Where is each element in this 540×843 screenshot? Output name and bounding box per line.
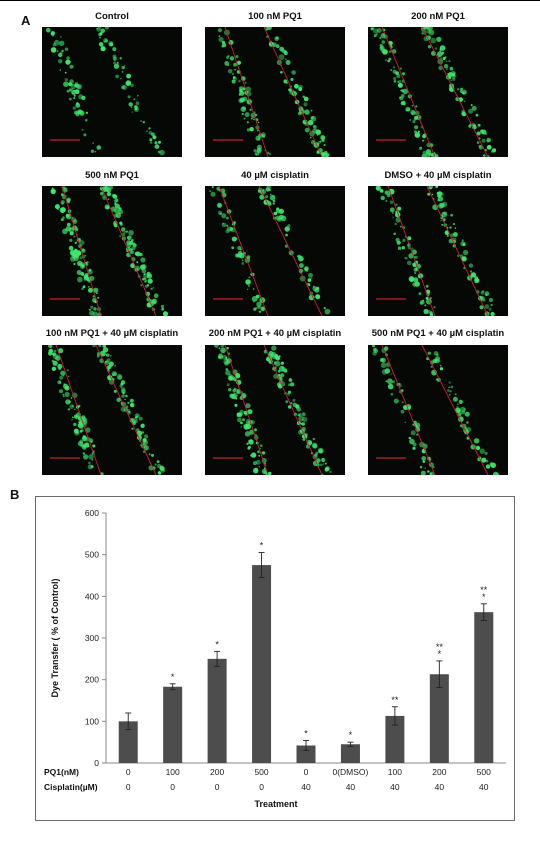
pq1-dose-label: 500 [477, 767, 491, 777]
micrograph-image [205, 186, 345, 316]
cisplatin-row-label: Cisplatin(µM) [44, 782, 98, 792]
pq1-row-label: PQ1(nM) [44, 767, 79, 777]
significance-marker: * [171, 672, 175, 682]
cisplatin-dose-label: 0 [126, 782, 131, 792]
dye-transfer-chart: 0 100 200 300 400 500 600 Dye Transfer ( % of C… [35, 496, 515, 821]
panel-a-letter: A [21, 13, 31, 28]
cisplatin-dose-label: 40 [479, 782, 489, 792]
bar [385, 715, 405, 763]
bar [207, 658, 227, 763]
significance-marker: ** [391, 695, 399, 705]
micrograph-title: 200 nM PQ1 + 40 µM cisplatin [208, 328, 342, 339]
y-tick-label: 300 [85, 633, 99, 643]
micrograph-image [368, 186, 508, 316]
micrograph-title: Control [95, 11, 129, 22]
micrograph-image [205, 27, 345, 157]
micrograph-image [368, 27, 508, 157]
significance-marker: * [349, 730, 353, 740]
significance-marker: * [260, 541, 264, 551]
pq1-dose-label: 500 [254, 767, 268, 777]
significance-marker: ** [480, 585, 488, 595]
bar [340, 744, 360, 763]
x-axis-label: Treatment [254, 799, 297, 809]
cisplatin-dose-label: 40 [346, 782, 356, 792]
y-tick-label: 600 [85, 508, 99, 518]
pq1-dose-label: 200 [432, 767, 446, 777]
top-rule [0, 0, 540, 1]
micrograph-image [42, 345, 182, 475]
y-tick-label: 0 [94, 758, 99, 768]
cisplatin-dose-label: 40 [435, 782, 445, 792]
significance-marker: ** [436, 642, 444, 652]
y-axis-label: Dye Transfer ( % of Control) [50, 578, 60, 697]
cisplatin-dose-label: 0 [259, 782, 264, 792]
micrograph-title: 100 nM PQ1 + 40 µM cisplatin [45, 328, 179, 339]
pq1-dose-label: 0 [126, 767, 131, 777]
cisplatin-dose-label: 40 [301, 782, 311, 792]
pq1-dose-label: 0 [304, 767, 309, 777]
micrograph-title: DMSO + 40 µM cisplatin [384, 170, 492, 181]
bar [252, 565, 272, 763]
cisplatin-dose-label: 40 [390, 782, 400, 792]
bar [118, 721, 138, 763]
panel-b-letter: B [10, 487, 20, 502]
significance-marker: * [482, 592, 486, 602]
pq1-dose-label: 0(DMSO) [332, 767, 368, 777]
significance-marker: * [215, 639, 219, 649]
cisplatin-dose-label: 0 [170, 782, 175, 792]
micrograph-image [205, 345, 345, 475]
micrograph-image [42, 186, 182, 316]
significance-marker: * [438, 649, 442, 659]
micrograph-title: 500 nM PQ1 + 40 µM cisplatin [371, 328, 505, 339]
bar [296, 745, 316, 763]
pq1-dose-label: 100 [166, 767, 180, 777]
micrograph-title: 500 nM PQ1 [85, 170, 139, 181]
pq1-dose-label: 100 [388, 767, 402, 777]
y-tick-label: 200 [85, 675, 99, 685]
y-tick-label: 500 [85, 550, 99, 560]
micrograph-title: 40 µM cisplatin [241, 170, 309, 181]
significance-marker: * [304, 729, 308, 739]
bar [474, 612, 494, 763]
micrograph-title: 100 nM PQ1 [248, 11, 302, 22]
micrograph-image [42, 27, 182, 157]
y-tick-label: 100 [85, 716, 99, 726]
bar [429, 674, 449, 763]
micrograph-image [368, 345, 508, 475]
micrograph-title: 200 nM PQ1 [411, 11, 465, 22]
y-tick-label: 400 [85, 591, 99, 601]
pq1-dose-label: 200 [210, 767, 224, 777]
cisplatin-dose-label: 0 [215, 782, 220, 792]
bar [163, 686, 183, 763]
